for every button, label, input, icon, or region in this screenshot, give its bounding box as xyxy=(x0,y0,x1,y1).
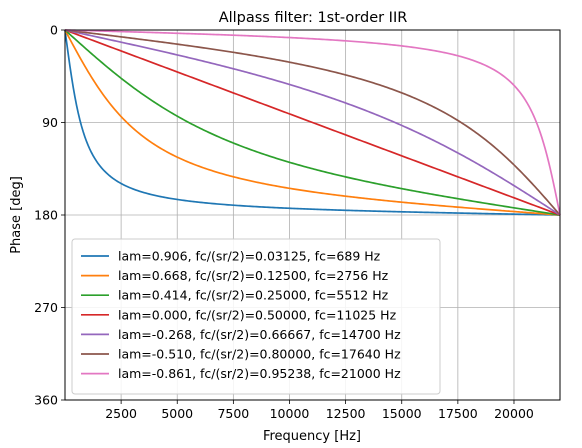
x-tick-label: 15000 xyxy=(382,406,422,421)
series-line xyxy=(64,29,561,216)
y-tick-label: 180 xyxy=(34,208,58,223)
x-tick-label: 7500 xyxy=(217,406,249,421)
x-tick-label: 20000 xyxy=(494,406,534,421)
y-tick-label: 360 xyxy=(34,393,58,408)
x-tick-label: 17500 xyxy=(438,406,478,421)
legend-box xyxy=(71,238,441,395)
legend-entry: lam=0.000, fc/(sr/2)=0.50000, fc=11025 H… xyxy=(118,307,397,322)
series-line xyxy=(64,29,561,216)
series-line xyxy=(64,29,561,216)
legend-entry: lam=-0.861, fc/(sr/2)=0.95238, fc=21000 … xyxy=(118,366,401,381)
y-axis-ticks: 0 90 180 270 360 xyxy=(34,23,65,408)
series-line xyxy=(64,29,561,216)
x-axis-label: Frequency [Hz] xyxy=(263,429,361,444)
y-tick-label: 270 xyxy=(34,300,58,315)
y-axis-label: Phase [deg] xyxy=(9,176,24,254)
series-line xyxy=(64,29,561,216)
legend-entry: lam=-0.268, fc/(sr/2)=0.66667, fc=14700 … xyxy=(118,327,401,342)
legend: lam=0.906, fc/(sr/2)=0.03125, fc=689 Hz l… xyxy=(71,238,441,395)
series-line xyxy=(64,29,561,216)
x-tick-label: 2500 xyxy=(105,406,137,421)
x-tick-label: 10000 xyxy=(270,406,310,421)
legend-entry: lam=0.414, fc/(sr/2)=0.25000, fc=5512 Hz xyxy=(118,288,389,303)
legend-entry: lam=-0.510, fc/(sr/2)=0.80000, fc=17640 … xyxy=(118,347,401,362)
series-lines xyxy=(64,29,561,216)
y-tick-label: 90 xyxy=(42,115,58,130)
legend-entry: lam=0.906, fc/(sr/2)=0.03125, fc=689 Hz xyxy=(118,249,381,264)
x-tick-label: 5000 xyxy=(161,406,193,421)
series-line xyxy=(64,29,561,216)
chart-title: Allpass filter: 1st-order IIR xyxy=(219,10,408,26)
y-tick-label: 0 xyxy=(50,23,58,38)
x-axis-ticks: 2500 5000 7500 10000 12500 15000 17500 20000 xyxy=(105,400,534,421)
legend-entry: lam=0.668, fc/(sr/2)=0.12500, fc=2756 Hz xyxy=(118,268,389,283)
x-tick-label: 12500 xyxy=(326,406,366,421)
